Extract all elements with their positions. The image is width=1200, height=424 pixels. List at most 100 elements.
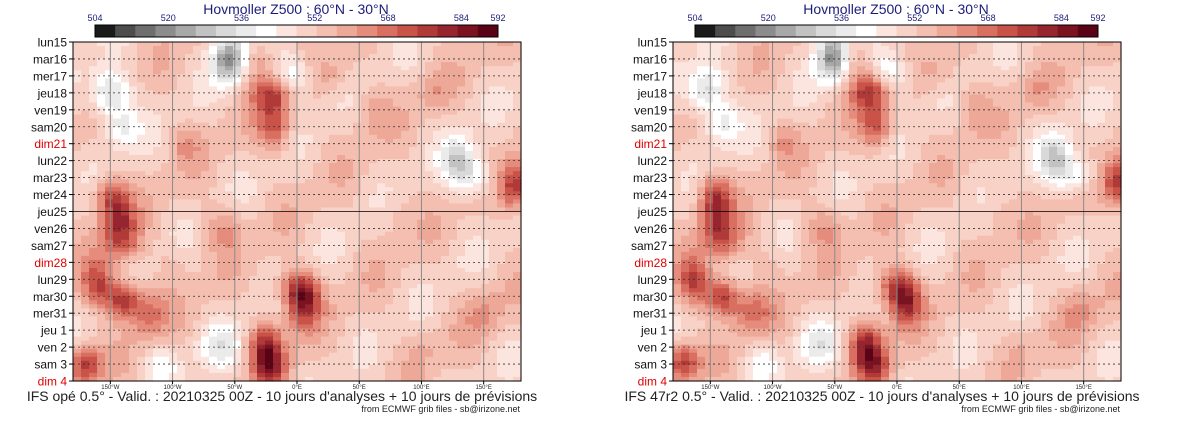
heatmap-cell [337,134,346,140]
heatmap-cell [137,110,146,116]
heatmap-cell [129,159,138,164]
heatmap-cell [217,223,226,229]
heatmap-cell [377,280,386,285]
heatmap-cell [161,251,170,257]
heatmap-cell [257,159,266,164]
heatmap-cell [297,235,306,241]
heatmap-cell [313,82,322,87]
heatmap-cell [449,239,458,245]
heatmap-cell [353,171,362,176]
heatmap-cell [121,268,130,273]
heatmap-cell [505,231,514,237]
heatmap-cell [281,215,290,221]
heatmap-cell [713,42,722,47]
heatmap-cell [457,296,466,301]
heatmap-cell [161,126,170,132]
heatmap-cell [1057,46,1066,51]
colorbar-swatch [1037,25,1059,37]
heatmap-cell [241,195,250,200]
heatmap-cell [377,263,386,269]
heatmap-cell [281,223,290,229]
heatmap-cell [401,263,410,269]
heatmap-cell [169,328,178,334]
heatmap-cell [169,66,178,71]
heatmap-cell [1001,46,1010,51]
heatmap-cell [129,179,138,184]
heatmap-cell [329,199,338,205]
heatmap-cell [425,42,434,47]
heatmap-cell [433,316,442,322]
heatmap-cell [73,332,82,338]
colorbar-swatch [856,25,877,37]
heatmap-cell [201,215,210,221]
heatmap-cell [385,288,394,293]
heatmap-cell [433,215,442,221]
heatmap-cell [177,54,186,59]
heatmap-cell [353,239,362,245]
heatmap-cell [361,207,370,213]
heatmap-cell [89,239,98,245]
heatmap-cell [273,82,282,87]
heatmap-cell [305,46,314,51]
heatmap-cell [481,122,490,128]
heatmap-cell [857,46,866,51]
heatmap-cell [465,356,474,362]
heatmap-cell [145,316,154,322]
heatmap-cell [73,175,82,180]
heatmap-cell [177,308,186,313]
heatmap-cell [313,179,322,184]
heatmap-cell [409,215,418,221]
heatmap-cell [273,118,282,124]
heatmap-cell [1025,42,1034,47]
heatmap-cell [353,296,362,301]
heatmap-cell [473,150,482,156]
heatmap-cell [273,328,282,334]
heatmap-cell [321,288,330,293]
heatmap-cell [105,352,114,358]
heatmap-cell [113,82,122,87]
heatmap-cell [401,150,410,156]
heatmap-cell [185,179,194,184]
heatmap-cell [497,66,506,71]
heatmap-cell [409,150,418,156]
heatmap-cell [209,263,218,269]
heatmap-cell [481,183,490,188]
heatmap-cell [377,46,386,51]
heatmap-cell [233,296,242,301]
heatmap-cell [233,70,242,75]
heatmap-cell [489,280,498,285]
heatmap-cell [321,336,330,342]
heatmap-cell [89,110,98,116]
heatmap-cell [81,74,90,79]
heatmap-cell [289,296,298,301]
heatmap-cell [329,300,338,305]
heatmap-cell [401,223,410,229]
heatmap-cell [145,211,154,217]
heatmap-cell [113,187,122,192]
heatmap-cell [177,187,186,192]
heatmap-cell [257,336,266,342]
heatmap-cell [385,251,394,257]
heatmap-cell [73,235,82,241]
heatmap-cell [305,106,314,112]
heatmap-cell [825,50,834,55]
heatmap-cell [361,62,370,67]
heatmap-cell [89,163,98,168]
heatmap-cell [241,70,250,75]
heatmap-cell [441,134,450,140]
heatmap-cell [201,98,210,104]
y-tick-label: jeu25 [37,205,68,219]
heatmap-cell [265,50,274,55]
heatmap-cell [313,376,322,382]
heatmap-cell [297,146,306,152]
heatmap-cell [161,66,170,71]
heatmap-cell [497,312,506,318]
heatmap-cell [105,179,114,184]
heatmap-cell [393,50,402,55]
heatmap-cell [121,284,130,289]
heatmap-cell [169,138,178,144]
heatmap-cell [393,255,402,261]
heatmap-cell [473,284,482,289]
heatmap-cell [385,86,394,92]
heatmap-cell [385,304,394,309]
